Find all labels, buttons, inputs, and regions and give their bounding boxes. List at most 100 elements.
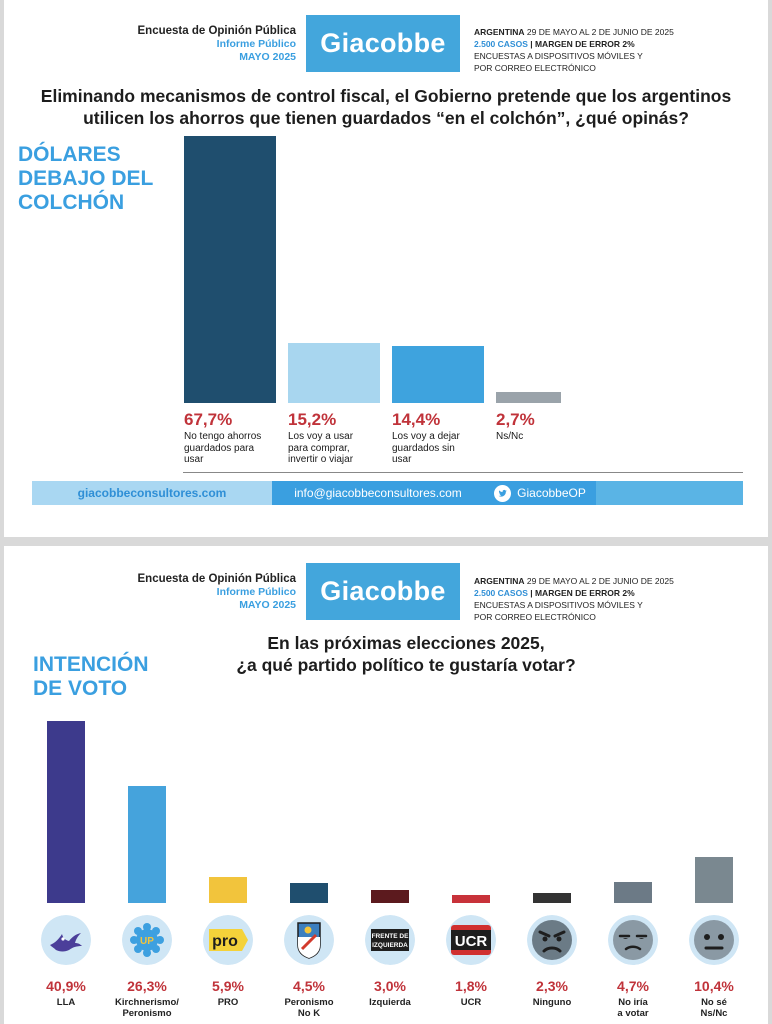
category-label: Izquierda <box>350 997 430 1008</box>
header-margin: | MARGEN DE ERROR 2% <box>527 588 635 598</box>
header-method-1: ENCUESTAS A DISPOSITIVOS MÓVILES Y <box>474 51 643 61</box>
question-text: En las próximas elecciones 2025, ¿a qué … <box>24 632 772 676</box>
chart-bar <box>452 895 490 903</box>
survey-card-ahorros: Encuesta de Opinión Pública Informe Públ… <box>4 0 768 537</box>
category-label-line: Kirchnerismo/ <box>115 997 179 1008</box>
question-line-1: Eliminando mecanismos de control fiscal,… <box>40 86 732 106</box>
category-label-line: invertir o viajar <box>288 454 354 465</box>
data-label: 10,4% <box>694 978 734 994</box>
data-label: 40,9% <box>46 978 86 994</box>
category-label-line: Peronismo <box>122 1008 172 1019</box>
data-label: 26,3% <box>127 978 167 994</box>
category-label-line: UCR <box>460 997 482 1008</box>
survey-card-intencion-voto: Encuesta de Opinión Pública Informe Públ… <box>4 546 768 1024</box>
category-label-line: No K <box>297 1008 321 1019</box>
twitter-icon <box>494 484 512 502</box>
category-label-line: No sé <box>701 997 727 1008</box>
section-title-line: DÓLARES <box>18 143 121 166</box>
header-dates: 29 DE MAYO AL 2 DE JUNIO DE 2025 <box>524 27 674 37</box>
category-label-line: Ns/Nc <box>700 1008 728 1019</box>
footer-bar: giacobbeconsultores.com info@giacobbecon… <box>32 481 743 505</box>
header-method-1: ENCUESTAS A DISPOSITIVOS MÓVILES Y <box>474 600 643 610</box>
header-country: ARGENTINA <box>474 27 525 37</box>
up-logo-icon: UP <box>122 915 172 965</box>
category-label-line: Los voy a usar <box>288 431 354 442</box>
svg-text:UP: UP <box>140 936 154 947</box>
category-label-line: Ns/Nc <box>496 431 524 442</box>
category-label: No iría a votar <box>593 997 673 1019</box>
header-country: ARGENTINA <box>474 576 525 586</box>
angry-face-icon <box>527 915 577 965</box>
header-report-type: Informe Público <box>216 38 296 50</box>
category-label-line: Ninguno <box>532 997 572 1008</box>
question-line-2: ¿a qué partido político te gustaría vota… <box>236 655 576 675</box>
header-info: Encuesta de Opinión Pública Informe Públ… <box>4 573 296 612</box>
data-label: 4,7% <box>617 978 649 994</box>
chart-bar <box>371 890 409 903</box>
category-label: Kirchnerismo/Peronismo <box>107 997 187 1019</box>
ucr-logo-icon: UCR <box>446 915 496 965</box>
neutral-face-icon <box>689 915 739 965</box>
category-label-line: Los voy a dejar <box>392 431 460 442</box>
category-label: Los voy a usar para comprar, invertir o vi… <box>288 431 353 466</box>
unamused-face-icon <box>608 915 658 965</box>
category-label-line: para comprar, <box>288 442 350 454</box>
data-label: 2,7% <box>496 410 535 429</box>
chart-bar <box>392 346 484 403</box>
header-cases: 2.500 CASOS <box>474 39 528 49</box>
chart-bar <box>290 883 328 903</box>
giacobbe-logo: Giacobbe <box>306 563 460 620</box>
header-dates: 29 DE MAYO AL 2 DE JUNIO DE 2025 <box>524 576 674 586</box>
question-line-2: utilicen los ahorros que tienen guardado… <box>83 108 689 128</box>
header-survey-type: Encuesta de Opinión Pública <box>137 573 296 585</box>
category-label: No tengo ahorros guardados para usar <box>184 431 261 466</box>
data-label: 4,5% <box>293 978 325 994</box>
lla-eagle-icon <box>41 915 91 965</box>
chart-bar <box>47 721 85 903</box>
category-label-line: guardados para <box>184 442 255 454</box>
chart-bar <box>128 786 166 903</box>
svg-text:UCR: UCR <box>455 933 488 950</box>
question-line-1: En las próximas elecciones 2025, <box>267 633 545 653</box>
header-cases: 2.500 CASOS <box>474 588 528 598</box>
header-details: ARGENTINA 29 DE MAYO AL 2 DE JUNIO DE 20… <box>474 575 764 623</box>
header-report-type: Informe Público <box>216 586 296 598</box>
section-title-line: COLCHÓN <box>18 191 125 214</box>
header-info: Encuesta de Opinión Pública Informe Públ… <box>4 25 296 64</box>
category-label-line: guardados sin <box>392 442 455 454</box>
chart-bar <box>209 877 247 903</box>
category-label-line: usar <box>184 454 204 465</box>
category-label: No sé Ns/Nc <box>674 997 754 1019</box>
header-survey-type: Encuesta de Opinión Pública <box>137 25 296 37</box>
category-label-line: a votar <box>617 1008 649 1019</box>
category-label-line: Peronismo <box>284 997 334 1008</box>
category-label-line: Izquierda <box>369 997 411 1008</box>
data-label: 14,4% <box>392 410 441 429</box>
svg-text:pro: pro <box>212 933 238 950</box>
category-label: Los voy a dejar guardados sin usar <box>392 431 460 466</box>
section-title-line: DEBAJO DEL <box>18 167 154 190</box>
header-method-2: POR CORREO ELECTRÓNICO <box>474 612 596 622</box>
category-label: PRO <box>188 997 268 1008</box>
svg-text:FRENTE DE: FRENTE DE <box>372 933 410 940</box>
question-text: Eliminando mecanismos de control fiscal,… <box>4 85 768 129</box>
category-label-line: usar <box>392 454 412 465</box>
pro-logo-icon: pro <box>203 915 253 965</box>
category-label: Ns/Nc <box>496 431 523 443</box>
footer-email-link[interactable]: info@giacobbeconsultores.com <box>272 481 484 505</box>
giacobbe-logo: Giacobbe <box>306 15 460 72</box>
chart-divider <box>183 472 743 473</box>
peronismo-no-k-icon <box>284 915 334 965</box>
category-label-line: LLA <box>56 997 76 1008</box>
section-title-line: INTENCIÓN <box>33 653 149 676</box>
category-label-line: No iría <box>618 997 648 1008</box>
category-label: Ninguno <box>512 997 592 1008</box>
header-method-2: POR CORREO ELECTRÓNICO <box>474 63 596 73</box>
header-month: MAYO 2025 <box>239 599 296 611</box>
section-title: INTENCIÓN DE VOTO <box>33 653 149 701</box>
category-label: Peronismo No K <box>269 997 349 1019</box>
footer-twitter-link[interactable]: GiacobbeOP <box>484 481 596 505</box>
chart-bar <box>184 136 276 403</box>
footer-website-link[interactable]: giacobbeconsultores.com <box>32 481 272 505</box>
category-label-line: No tengo ahorros <box>184 431 262 442</box>
